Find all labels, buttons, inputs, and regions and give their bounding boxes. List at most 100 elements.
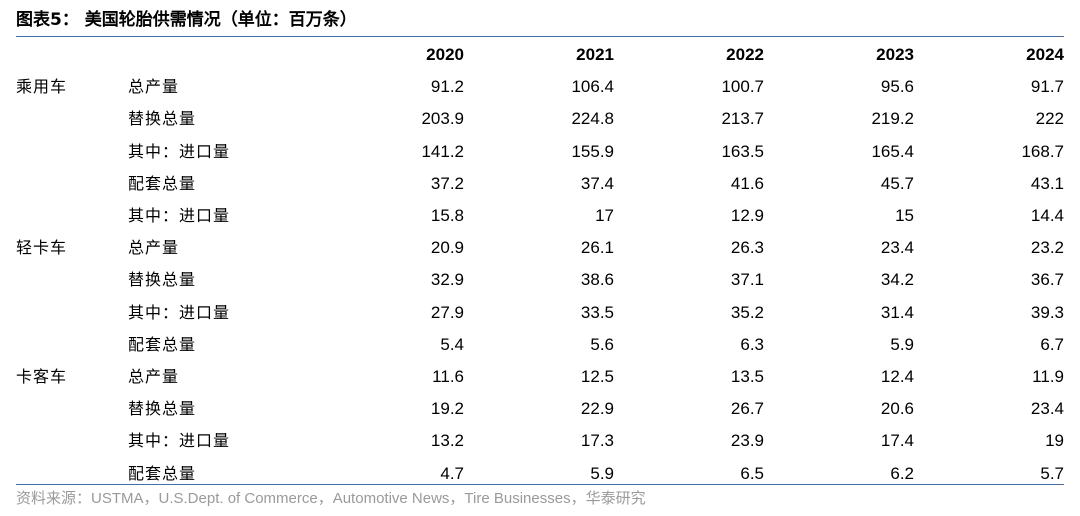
row-item-label: 总产量 bbox=[128, 238, 180, 258]
value-cell: 163.5 bbox=[721, 141, 764, 161]
value-cell: 34.2 bbox=[880, 270, 914, 290]
year-header: 2020 bbox=[426, 45, 464, 64]
value-cell: 23.9 bbox=[730, 431, 764, 451]
value-cell: 5.9 bbox=[590, 463, 614, 483]
value-cell: 37.4 bbox=[580, 173, 614, 193]
row-category: 乘用车 bbox=[16, 77, 68, 97]
row-category bbox=[16, 168, 128, 200]
row-item-label: 其中：进口量 bbox=[128, 302, 231, 322]
value-cell: 168.7 bbox=[1021, 141, 1064, 161]
value-cell: 141.2 bbox=[421, 141, 464, 161]
row-item-label: 替换总量 bbox=[128, 399, 197, 419]
value-cell: 27.9 bbox=[430, 302, 464, 322]
figure-container: 图表5： 美国轮胎供需情况（单位：百万条） 2020 2021 2022 202… bbox=[16, 0, 1064, 516]
value-cell: 6.7 bbox=[1040, 334, 1064, 354]
value-cell: 19 bbox=[1045, 431, 1064, 451]
table-row: 替换总量 19.2 22.9 26.7 20.6 23.4 bbox=[16, 393, 1064, 425]
row-category bbox=[16, 200, 128, 232]
row-category: 卡客车 bbox=[16, 367, 68, 387]
row-item-label: 配套总量 bbox=[128, 173, 197, 193]
value-cell: 36.7 bbox=[1030, 270, 1064, 290]
table-row: 替换总量 203.9 224.8 213.7 219.2 222 bbox=[16, 103, 1064, 135]
value-cell: 13.2 bbox=[430, 431, 464, 451]
value-cell: 41.6 bbox=[730, 173, 764, 193]
header-item-cell bbox=[128, 39, 314, 71]
value-cell: 38.6 bbox=[580, 270, 614, 290]
row-category bbox=[16, 103, 128, 135]
value-cell: 5.4 bbox=[440, 334, 464, 354]
value-cell: 33.5 bbox=[580, 302, 614, 322]
row-item-label: 替换总量 bbox=[128, 270, 197, 290]
row-category bbox=[16, 329, 128, 361]
value-cell: 35.2 bbox=[730, 302, 764, 322]
table-row: 配套总量 37.2 37.4 41.6 45.7 43.1 bbox=[16, 168, 1064, 200]
table-row: 其中：进口量 27.9 33.5 35.2 31.4 39.3 bbox=[16, 297, 1064, 329]
table-row: 其中：进口量 13.2 17.3 23.9 17.4 19 bbox=[16, 425, 1064, 457]
value-cell: 19.2 bbox=[430, 399, 464, 419]
value-cell: 224.8 bbox=[571, 109, 614, 129]
figure-title: 图表5： 美国轮胎供需情况（单位：百万条） bbox=[16, 10, 357, 30]
value-cell: 91.7 bbox=[1030, 77, 1064, 97]
table-row: 其中：进口量 15.8 17 12.9 15 14.4 bbox=[16, 200, 1064, 232]
value-cell: 4.7 bbox=[440, 463, 464, 483]
title-divider bbox=[16, 36, 1064, 37]
value-cell: 39.3 bbox=[1030, 302, 1064, 322]
row-item-label: 总产量 bbox=[128, 77, 180, 97]
value-cell: 17 bbox=[595, 206, 614, 226]
value-cell: 91.2 bbox=[430, 77, 464, 97]
row-item-label: 其中：进口量 bbox=[128, 141, 231, 161]
year-header: 2021 bbox=[576, 45, 614, 64]
row-category bbox=[16, 393, 128, 425]
value-cell: 155.9 bbox=[571, 141, 614, 161]
row-item-label: 替换总量 bbox=[128, 109, 197, 129]
value-cell: 23.4 bbox=[880, 238, 914, 258]
value-cell: 32.9 bbox=[430, 270, 464, 290]
value-cell: 22.9 bbox=[580, 399, 614, 419]
bottom-divider bbox=[16, 484, 1064, 485]
header-row: 2020 2021 2022 2023 2024 bbox=[16, 39, 1064, 71]
value-cell: 26.1 bbox=[580, 238, 614, 258]
row-item-label: 总产量 bbox=[128, 367, 180, 387]
value-cell: 15.8 bbox=[430, 206, 464, 226]
value-cell: 23.2 bbox=[1030, 238, 1064, 258]
row-category bbox=[16, 458, 128, 490]
value-cell: 12.9 bbox=[730, 206, 764, 226]
value-cell: 5.6 bbox=[590, 334, 614, 354]
value-cell: 13.5 bbox=[730, 367, 764, 387]
year-header: 2023 bbox=[876, 45, 914, 64]
table-row: 其中：进口量 141.2 155.9 163.5 165.4 168.7 bbox=[16, 136, 1064, 168]
value-cell: 95.6 bbox=[880, 77, 914, 97]
value-cell: 26.3 bbox=[730, 238, 764, 258]
value-cell: 17.3 bbox=[580, 431, 614, 451]
value-cell: 6.2 bbox=[890, 463, 914, 483]
row-category: 轻卡车 bbox=[16, 238, 68, 258]
row-item-label: 配套总量 bbox=[128, 463, 197, 483]
value-cell: 100.7 bbox=[721, 77, 764, 97]
value-cell: 165.4 bbox=[871, 141, 914, 161]
table-body: 乘用车 总产量 91.2 106.4 100.7 95.6 91.7 替换总量 203.9 224… bbox=[16, 71, 1064, 490]
value-cell: 37.1 bbox=[730, 270, 764, 290]
row-item-label: 配套总量 bbox=[128, 334, 197, 354]
row-item-label: 其中：进口量 bbox=[128, 431, 231, 451]
value-cell: 17.4 bbox=[880, 431, 914, 451]
value-cell: 37.2 bbox=[430, 173, 464, 193]
value-cell: 6.5 bbox=[740, 463, 764, 483]
value-cell: 219.2 bbox=[871, 109, 914, 129]
value-cell: 43.1 bbox=[1030, 173, 1064, 193]
value-cell: 5.9 bbox=[890, 334, 914, 354]
table-row: 乘用车 总产量 91.2 106.4 100.7 95.6 91.7 bbox=[16, 71, 1064, 103]
row-category bbox=[16, 425, 128, 457]
value-cell: 26.7 bbox=[730, 399, 764, 419]
year-header: 2024 bbox=[1026, 45, 1064, 64]
table-row: 配套总量 5.4 5.6 6.3 5.9 6.7 bbox=[16, 329, 1064, 361]
value-cell: 20.9 bbox=[430, 238, 464, 258]
table-row: 配套总量 4.7 5.9 6.5 6.2 5.7 bbox=[16, 458, 1064, 490]
table-row: 替换总量 32.9 38.6 37.1 34.2 36.7 bbox=[16, 264, 1064, 296]
row-category bbox=[16, 136, 128, 168]
value-cell: 45.7 bbox=[880, 173, 914, 193]
row-item-label: 其中：进口量 bbox=[128, 206, 231, 226]
value-cell: 15 bbox=[895, 206, 914, 226]
value-cell: 14.4 bbox=[1030, 206, 1064, 226]
value-cell: 5.7 bbox=[1040, 463, 1064, 483]
value-cell: 222 bbox=[1035, 109, 1064, 129]
